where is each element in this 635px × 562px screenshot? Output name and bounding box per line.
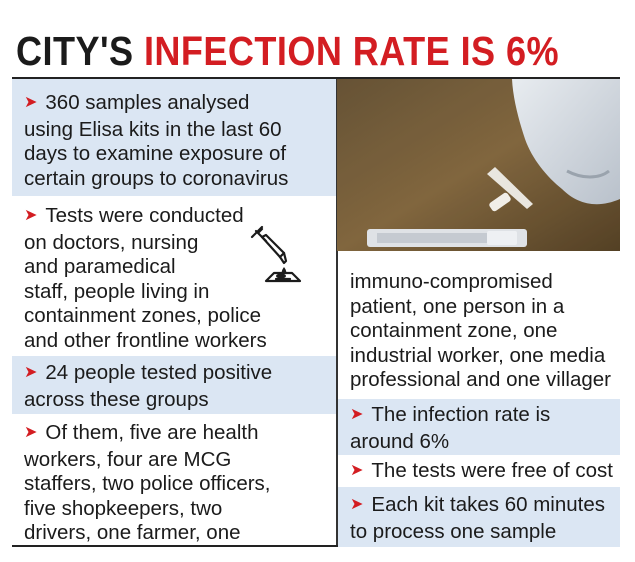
text-line: and other frontline workers <box>24 329 328 354</box>
right-block-3: ➤ The tests were free of cost <box>338 455 620 487</box>
text-line: across these groups <box>24 388 328 413</box>
headline: CITY'S INFECTION RATE IS 6% <box>16 26 559 76</box>
infographic-frame: ➤ 360 samples analysed using Elisa kits i… <box>12 77 620 547</box>
text-line: drivers, one farmer, one <box>24 521 328 546</box>
left-block-4: ➤ Of them, five are health workers, four … <box>12 414 336 545</box>
left-block-3: ➤ 24 people tested positive across these … <box>12 356 336 414</box>
text-line: workers, four are MCG <box>24 448 328 473</box>
arrow-bullet-icon: ➤ <box>24 421 37 446</box>
dropper-test-kit-icon <box>248 223 314 293</box>
arrow-bullet-icon: ➤ <box>24 204 37 229</box>
text-line: staffers, two police officers, <box>24 472 328 497</box>
right-block-4: ➤ Each kit takes 60 minutes to process on… <box>338 487 620 547</box>
arrow-bullet-icon: ➤ <box>350 459 363 484</box>
left-block-1: ➤ 360 samples analysed using Elisa kits i… <box>12 79 336 196</box>
text-line: Each kit takes 60 minutes <box>371 493 605 516</box>
arrow-bullet-icon: ➤ <box>350 493 363 518</box>
headline-part2: INFECTION RATE IS 6% <box>144 28 559 74</box>
text-line: certain groups to coronavirus <box>24 167 328 192</box>
text-line: immuno-compromised <box>350 270 612 295</box>
right-block-2: ➤ The infection rate is around 6% <box>338 399 620 455</box>
text-line: using Elisa kits in the last 60 <box>24 118 328 143</box>
text-line: days to examine exposure of <box>24 142 328 167</box>
gloved-hand-test-kit-photo <box>337 79 620 251</box>
arrow-bullet-icon: ➤ <box>24 361 37 386</box>
text-line: The tests were free of cost <box>371 459 613 482</box>
text-line: five shopkeepers, two <box>24 497 328 522</box>
arrow-bullet-icon: ➤ <box>24 91 37 116</box>
text-line: Of them, five are health <box>45 421 258 444</box>
headline-part1: CITY'S <box>16 28 133 74</box>
text-line: professional and one villager <box>350 368 612 393</box>
text-line: The infection rate is <box>371 403 550 426</box>
text-line: 24 people tested positive <box>45 361 272 384</box>
text-line: 360 samples analysed <box>45 91 249 114</box>
text-line: Tests were conducted <box>45 204 243 227</box>
text-line: containment zone, one <box>350 319 612 344</box>
arrow-bullet-icon: ➤ <box>350 403 363 428</box>
right-block-1: immuno-compromised patient, one person i… <box>338 264 620 396</box>
text-line: containment zones, police <box>24 304 328 329</box>
text-line: industrial worker, one media <box>350 344 612 369</box>
text-line: to process one sample <box>350 520 612 545</box>
text-line: around 6% <box>350 430 612 455</box>
text-line: patient, one person in a <box>350 295 612 320</box>
